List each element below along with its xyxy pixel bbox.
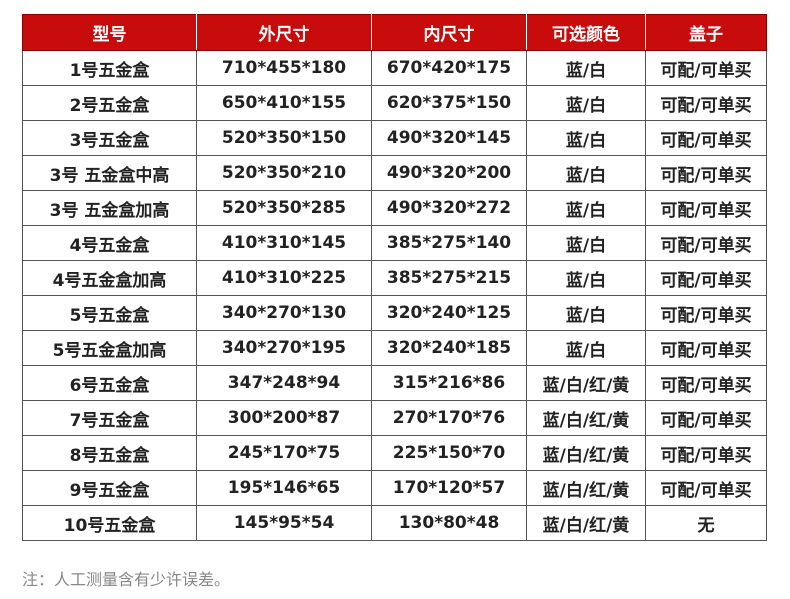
cell-inner-size: 385*275*215 <box>371 260 527 296</box>
table-row: 9号五金盒 195*146*65 170*120*57 蓝/白/红/黄 可配/可单买 <box>22 470 767 506</box>
cell-inner-size: 490*320*200 <box>371 155 527 191</box>
header-outer-size: 外尺寸 <box>196 14 372 51</box>
cell-lid: 可配/可单买 <box>645 260 767 296</box>
header-colors: 可选颜色 <box>526 14 646 51</box>
cell-colors: 蓝/白 <box>526 50 646 86</box>
cell-model: 9号五金盒 <box>22 470 197 506</box>
cell-model: 5号五金盒加高 <box>22 330 197 366</box>
table-row: 3号五金盒 520*350*150 490*320*145 蓝/白 可配/可单买 <box>22 120 767 156</box>
cell-colors: 蓝/白 <box>526 295 646 331</box>
cell-inner-size: 170*120*57 <box>371 470 527 506</box>
table-row: 7号五金盒 300*200*87 270*170*76 蓝/白/红/黄 可配/可单买 <box>22 400 767 436</box>
cell-colors: 蓝/白/红/黄 <box>526 365 646 401</box>
cell-lid: 可配/可单买 <box>645 190 767 226</box>
cell-colors: 蓝/白 <box>526 190 646 226</box>
table-row: 6号五金盒 347*248*94 315*216*86 蓝/白/红/黄 可配/可单买 <box>22 365 767 401</box>
cell-lid: 可配/可单买 <box>645 295 767 331</box>
cell-model: 3号 五金盒加高 <box>22 190 197 226</box>
cell-inner-size: 320*240*185 <box>371 330 527 366</box>
table-row: 4号五金盒加高 410*310*225 385*275*215 蓝/白 可配/可单买 <box>22 260 767 296</box>
cell-inner-size: 670*420*175 <box>371 50 527 86</box>
cell-inner-size: 130*80*48 <box>371 505 527 541</box>
cell-inner-size: 270*170*76 <box>371 400 527 436</box>
cell-lid: 可配/可单买 <box>645 365 767 401</box>
cell-outer-size: 340*270*195 <box>196 330 372 366</box>
header-model: 型号 <box>22 14 197 51</box>
cell-inner-size: 385*275*140 <box>371 225 527 261</box>
measurement-note: 注：人工测量含有少许误差。 <box>22 570 231 589</box>
cell-outer-size: 347*248*94 <box>196 365 372 401</box>
cell-inner-size: 320*240*125 <box>371 295 527 331</box>
cell-outer-size: 340*270*130 <box>196 295 372 331</box>
cell-colors: 蓝/白/红/黄 <box>526 400 646 436</box>
header-inner-size: 内尺寸 <box>371 14 527 51</box>
cell-model: 1号五金盒 <box>22 50 197 86</box>
cell-colors: 蓝/白 <box>526 260 646 296</box>
cell-outer-size: 410*310*145 <box>196 225 372 261</box>
cell-model: 4号五金盒加高 <box>22 260 197 296</box>
table-row: 4号五金盒 410*310*145 385*275*140 蓝/白 可配/可单买 <box>22 225 767 261</box>
cell-colors: 蓝/白/红/黄 <box>526 470 646 506</box>
cell-outer-size: 710*455*180 <box>196 50 372 86</box>
cell-colors: 蓝/白 <box>526 330 646 366</box>
table-row: 3号 五金盒中高 520*350*210 490*320*200 蓝/白 可配/可单买 <box>22 155 767 191</box>
cell-model: 8号五金盒 <box>22 435 197 471</box>
cell-outer-size: 520*350*150 <box>196 120 372 156</box>
table-row: 5号五金盒 340*270*130 320*240*125 蓝/白 可配/可单买 <box>22 295 767 331</box>
cell-lid: 可配/可单买 <box>645 50 767 86</box>
cell-model: 3号五金盒 <box>22 120 197 156</box>
table-row: 10号五金盒 145*95*54 130*80*48 蓝/白/红/黄无 <box>22 505 767 541</box>
cell-lid: 无 <box>645 505 767 541</box>
cell-outer-size: 410*310*225 <box>196 260 372 296</box>
cell-colors: 蓝/白 <box>526 225 646 261</box>
cell-colors: 蓝/白 <box>526 85 646 121</box>
cell-outer-size: 300*200*87 <box>196 400 372 436</box>
cell-lid: 可配/可单买 <box>645 120 767 156</box>
header-lid: 盖子 <box>645 14 767 51</box>
cell-lid: 可配/可单买 <box>645 400 767 436</box>
cell-outer-size: 245*170*75 <box>196 435 372 471</box>
cell-lid: 可配/可单买 <box>645 85 767 121</box>
cell-model: 4号五金盒 <box>22 225 197 261</box>
header-row: 型号 外尺寸 内尺寸 可选颜色 盖子 <box>22 14 767 51</box>
table-row: 8号五金盒 245*170*75 225*150*70 蓝/白/红/黄 可配/可单买 <box>22 435 767 471</box>
cell-outer-size: 145*95*54 <box>196 505 372 541</box>
cell-outer-size: 520*350*285 <box>196 190 372 226</box>
cell-lid: 可配/可单买 <box>645 470 767 506</box>
cell-model: 6号五金盒 <box>22 365 197 401</box>
cell-outer-size: 520*350*210 <box>196 155 372 191</box>
cell-model: 7号五金盒 <box>22 400 197 436</box>
cell-lid: 可配/可单买 <box>645 330 767 366</box>
cell-inner-size: 315*216*86 <box>371 365 527 401</box>
size-table: 型号 外尺寸 内尺寸 可选颜色 盖子 1号五金盒 710*455*180 670*420*1… <box>22 14 767 541</box>
cell-inner-size: 225*150*70 <box>371 435 527 471</box>
cell-model: 3号 五金盒中高 <box>22 155 197 191</box>
cell-lid: 可配/可单买 <box>645 155 767 191</box>
cell-colors: 蓝/白/红/黄 <box>526 435 646 471</box>
cell-lid: 可配/可单买 <box>645 225 767 261</box>
table-row: 1号五金盒 710*455*180 670*420*175 蓝/白 可配/可单买 <box>22 50 767 86</box>
cell-inner-size: 620*375*150 <box>371 85 527 121</box>
cell-inner-size: 490*320*272 <box>371 190 527 226</box>
cell-model: 10号五金盒 <box>22 505 197 541</box>
cell-model: 2号五金盒 <box>22 85 197 121</box>
cell-colors: 蓝/白/红/黄 <box>526 505 646 541</box>
table-row: 5号五金盒加高 340*270*195 320*240*185 蓝/白 可配/可单买 <box>22 330 767 366</box>
cell-outer-size: 195*146*65 <box>196 470 372 506</box>
cell-outer-size: 650*410*155 <box>196 85 372 121</box>
cell-inner-size: 490*320*145 <box>371 120 527 156</box>
cell-model: 5号五金盒 <box>22 295 197 331</box>
cell-colors: 蓝/白 <box>526 120 646 156</box>
cell-colors: 蓝/白 <box>526 155 646 191</box>
table-row: 2号五金盒 650*410*155 620*375*150 蓝/白 可配/可单买 <box>22 85 767 121</box>
table-row: 3号 五金盒加高 520*350*285 490*320*272 蓝/白 可配/可单买 <box>22 190 767 226</box>
cell-lid: 可配/可单买 <box>645 435 767 471</box>
